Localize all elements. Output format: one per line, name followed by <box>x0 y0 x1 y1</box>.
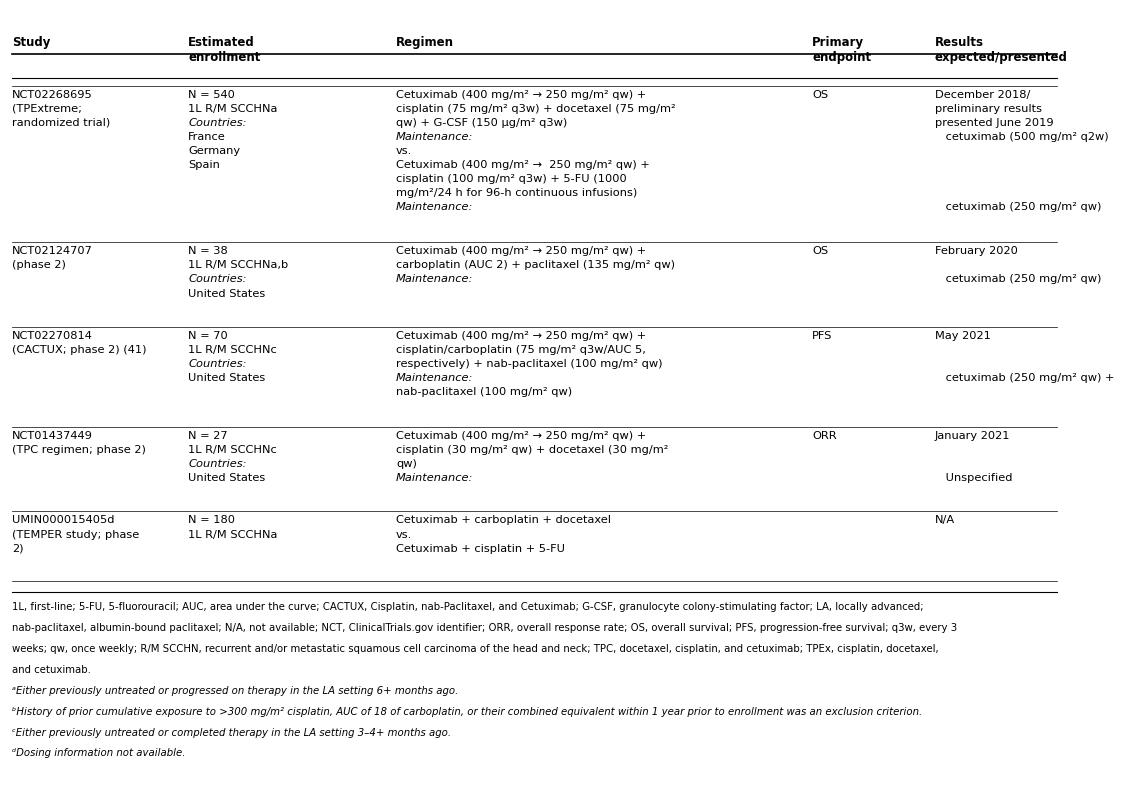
Text: carboplatin (AUC 2) + paclitaxel (135 mg/m² qw): carboplatin (AUC 2) + paclitaxel (135 mg… <box>396 260 675 271</box>
Text: 1L R/M SCCHNa: 1L R/M SCCHNa <box>188 104 277 114</box>
Text: Maintenance:: Maintenance: <box>396 373 473 383</box>
Text: NCT02124707: NCT02124707 <box>13 247 93 256</box>
Text: United States: United States <box>188 473 266 484</box>
Text: (CACTUX; phase 2) (41): (CACTUX; phase 2) (41) <box>13 345 147 355</box>
Text: (TPC regimen; phase 2): (TPC regimen; phase 2) <box>13 445 146 455</box>
Text: cisplatin (30 mg/m² qw) + docetaxel (30 mg/m²: cisplatin (30 mg/m² qw) + docetaxel (30 … <box>396 445 668 455</box>
Text: 1L R/M SCCHNc: 1L R/M SCCHNc <box>188 345 277 355</box>
Text: cetuximab (250 mg/m² qw) +: cetuximab (250 mg/m² qw) + <box>942 373 1114 383</box>
Text: NCT02268695: NCT02268695 <box>13 89 92 100</box>
Text: January 2021: January 2021 <box>935 431 1010 441</box>
Text: Germany: Germany <box>188 146 241 156</box>
Text: cisplatin/carboplatin (75 mg/m² q3w/AUC 5,: cisplatin/carboplatin (75 mg/m² q3w/AUC … <box>396 345 646 355</box>
Text: Cetuximab + cisplatin + 5-FU: Cetuximab + cisplatin + 5-FU <box>396 543 565 554</box>
Text: Countries:: Countries: <box>188 118 246 128</box>
Text: Maintenance:: Maintenance: <box>396 202 473 212</box>
Text: PFS: PFS <box>812 330 832 341</box>
Text: cetuximab (500 mg/m² q2w): cetuximab (500 mg/m² q2w) <box>942 132 1108 142</box>
Text: N = 38: N = 38 <box>188 247 228 256</box>
Text: qw): qw) <box>396 459 417 469</box>
Text: 2): 2) <box>13 543 24 554</box>
Text: Cetuximab (400 mg/m² → 250 mg/m² qw) +: Cetuximab (400 mg/m² → 250 mg/m² qw) + <box>396 431 646 441</box>
Text: Cetuximab (400 mg/m² → 250 mg/m² qw) +: Cetuximab (400 mg/m² → 250 mg/m² qw) + <box>396 247 646 256</box>
Text: ORR: ORR <box>812 431 837 441</box>
Text: N = 70: N = 70 <box>188 330 228 341</box>
Text: Cetuximab (400 mg/m² → 250 mg/m² qw) +: Cetuximab (400 mg/m² → 250 mg/m² qw) + <box>396 330 646 341</box>
Text: 1L, first-line; 5-FU, 5-fluorouracil; AUC, area under the curve; CACTUX, Cisplat: 1L, first-line; 5-FU, 5-fluorouracil; AU… <box>13 602 923 613</box>
Text: cisplatin (75 mg/m² q3w) + docetaxel (75 mg/m²: cisplatin (75 mg/m² q3w) + docetaxel (75… <box>396 104 676 114</box>
Text: Countries:: Countries: <box>188 275 246 285</box>
Text: Spain: Spain <box>188 160 220 170</box>
Text: randomized trial): randomized trial) <box>13 118 111 128</box>
Text: 1L R/M SCCHNa,b: 1L R/M SCCHNa,b <box>188 260 288 271</box>
Text: presented June 2019: presented June 2019 <box>935 118 1053 128</box>
Text: qw) + G-CSF (150 μg/m² q3w): qw) + G-CSF (150 μg/m² q3w) <box>396 118 568 128</box>
Text: Study: Study <box>13 36 50 49</box>
Text: N = 180: N = 180 <box>188 516 235 526</box>
Text: ᵈDosing information not available.: ᵈDosing information not available. <box>13 749 186 758</box>
Text: December 2018/: December 2018/ <box>935 89 1031 100</box>
Text: Regimen: Regimen <box>396 36 454 49</box>
Text: ᶜEither previously untreated or completed therapy in the LA setting 3–4+ months : ᶜEither previously untreated or complete… <box>13 728 451 737</box>
Text: ᵃEither previously untreated or progressed on therapy in the LA setting 6+ month: ᵃEither previously untreated or progress… <box>13 686 458 696</box>
Text: Cetuximab (400 mg/m² → 250 mg/m² qw) +: Cetuximab (400 mg/m² → 250 mg/m² qw) + <box>396 89 646 100</box>
Text: respectively) + nab-paclitaxel (100 mg/m² qw): respectively) + nab-paclitaxel (100 mg/m… <box>396 359 662 369</box>
Text: 1L R/M SCCHNc: 1L R/M SCCHNc <box>188 445 277 455</box>
Text: Cetuximab (400 mg/m² →  250 mg/m² qw) +: Cetuximab (400 mg/m² → 250 mg/m² qw) + <box>396 160 650 170</box>
Text: vs.: vs. <box>396 530 413 539</box>
Text: February 2020: February 2020 <box>935 247 1018 256</box>
Text: Maintenance:: Maintenance: <box>396 275 473 285</box>
Text: and cetuximab.: and cetuximab. <box>13 665 91 675</box>
Text: cetuximab (250 mg/m² qw): cetuximab (250 mg/m² qw) <box>942 202 1101 212</box>
Text: Maintenance:: Maintenance: <box>396 132 473 142</box>
Text: N/A: N/A <box>935 516 955 526</box>
Text: preliminary results: preliminary results <box>935 104 1042 114</box>
Text: weeks; qw, once weekly; R/M SCCHN, recurrent and/or metastatic squamous cell car: weeks; qw, once weekly; R/M SCCHN, recur… <box>13 644 938 654</box>
Text: OS: OS <box>812 89 829 100</box>
Text: cisplatin (100 mg/m² q3w) + 5-FU (1000: cisplatin (100 mg/m² q3w) + 5-FU (1000 <box>396 174 627 184</box>
Text: nab-paclitaxel (100 mg/m² qw): nab-paclitaxel (100 mg/m² qw) <box>396 387 572 397</box>
Text: United States: United States <box>188 373 266 383</box>
Text: Maintenance:: Maintenance: <box>396 473 473 484</box>
Text: Primary
endpoint: Primary endpoint <box>812 36 871 64</box>
Text: N = 27: N = 27 <box>188 431 228 441</box>
Text: cetuximab (250 mg/m² qw): cetuximab (250 mg/m² qw) <box>942 275 1101 285</box>
Text: 1L R/M SCCHNa: 1L R/M SCCHNa <box>188 530 277 539</box>
Text: NCT01437449: NCT01437449 <box>13 431 93 441</box>
Text: NCT02270814: NCT02270814 <box>13 330 93 341</box>
Text: May 2021: May 2021 <box>935 330 991 341</box>
Text: UMIN000015405d: UMIN000015405d <box>13 516 114 526</box>
Text: France: France <box>188 132 226 142</box>
Text: mg/m²/24 h for 96-h continuous infusions): mg/m²/24 h for 96-h continuous infusions… <box>396 188 637 198</box>
Text: (phase 2): (phase 2) <box>13 260 66 271</box>
Text: vs.: vs. <box>396 146 413 156</box>
Text: Countries:: Countries: <box>188 459 246 469</box>
Text: Countries:: Countries: <box>188 359 246 369</box>
Text: Cetuximab + carboplatin + docetaxel: Cetuximab + carboplatin + docetaxel <box>396 516 611 526</box>
Text: (TPExtreme;: (TPExtreme; <box>13 104 82 114</box>
Text: Estimated
enrollment: Estimated enrollment <box>188 36 260 64</box>
Text: N = 540: N = 540 <box>188 89 235 100</box>
Text: nab-paclitaxel, albumin-bound paclitaxel; N/A, not available; NCT, ClinicalTrial: nab-paclitaxel, albumin-bound paclitaxel… <box>13 623 958 633</box>
Text: ᵇHistory of prior cumulative exposure to >300 mg/m² cisplatin, AUC of 18 of carb: ᵇHistory of prior cumulative exposure to… <box>13 707 922 717</box>
Text: OS: OS <box>812 247 829 256</box>
Text: United States: United States <box>188 289 266 298</box>
Text: Unspecified: Unspecified <box>942 473 1012 484</box>
Text: Results
expected/presented: Results expected/presented <box>935 36 1068 64</box>
Text: (TEMPER study; phase: (TEMPER study; phase <box>13 530 139 539</box>
